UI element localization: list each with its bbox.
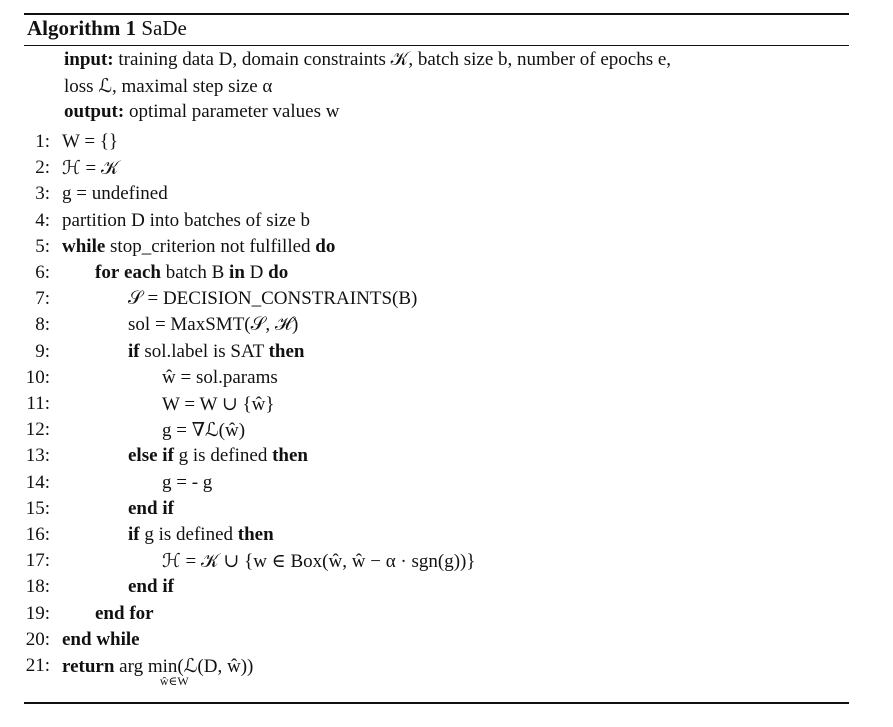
line-number: 4: (35, 209, 50, 231)
line-code: g = - g (162, 471, 213, 493)
line-code: W = {} (62, 131, 119, 152)
line-number: 1: (35, 131, 50, 152)
line-code: sol = MaxSMT(𝒮, ℋ) (128, 314, 299, 336)
top-rule (24, 13, 849, 15)
line-code: end if (128, 497, 174, 519)
line-code: ℋ = 𝒦 (62, 158, 119, 180)
line-number: 9: (35, 340, 50, 362)
line-code: while stop_criterion not fulfilled do (62, 235, 336, 257)
line-number: 10: (25, 366, 50, 388)
line-code: ŵ = sol.params (162, 366, 278, 388)
algorithm-title: Algorithm 1 SaDe (27, 16, 187, 41)
line-number: 19: (25, 602, 50, 624)
line-number: 21: (25, 655, 50, 676)
output-text: optimal parameter values w (128, 101, 340, 122)
line-number: 18: (25, 576, 50, 598)
line-code: else if g is defined then (128, 445, 308, 467)
line-number: 5: (35, 235, 50, 257)
line-number: 7: (35, 288, 50, 310)
line-code: end for (95, 602, 154, 624)
line-code: for each batch B in D do (95, 262, 289, 283)
input-text-2: loss ℒ, maximal step size α (64, 76, 273, 97)
algorithm-number: Algorithm 1 (27, 16, 137, 40)
line-code: W = W ∪ {ŵ} (162, 394, 275, 415)
argmin-subscript: ŵ∈W (159, 674, 189, 688)
line-number: 2: (35, 157, 50, 179)
line-number: 11: (26, 393, 50, 414)
input-line-1: input: training data D, domain constrain… (64, 49, 671, 71)
line-code: end while (62, 628, 140, 650)
output-line: output: optimal parameter values w (64, 101, 339, 123)
line-code: 𝒮 = DECISION_CONSTRAINTS(B) (128, 288, 418, 310)
line-code: if g is defined then (128, 524, 274, 545)
line-number: 12: (25, 419, 50, 441)
line-number: 16: (25, 524, 50, 545)
line-number: 17: (25, 550, 50, 572)
line-code: ℋ = 𝒦 ∪ {w ∈ Box(ŵ, ŵ − α · sgn(g))} (162, 551, 476, 573)
line-number: 6: (35, 262, 50, 283)
input-keyword: input: (64, 49, 114, 70)
output-keyword: output: (64, 101, 125, 122)
line-number: 15: (25, 497, 50, 519)
line-code: g = undefined (62, 183, 168, 205)
line-number: 14: (25, 471, 50, 493)
line-number: 3: (35, 183, 50, 205)
line-number: 8: (35, 314, 50, 336)
input-text-1: training data D, domain constraints 𝒦, b… (118, 49, 672, 70)
header-rule (24, 45, 849, 46)
line-number: 20: (25, 628, 50, 650)
bottom-rule (24, 702, 849, 704)
input-line-2: loss ℒ, maximal step size α (64, 75, 272, 98)
line-code: g = ∇ℒ(ŵ) (162, 420, 246, 442)
line-number: 13: (25, 445, 50, 467)
algorithm-name: SaDe (141, 16, 187, 40)
line-code: if sol.label is SAT then (128, 340, 305, 362)
line-code: return arg min(ℒ(D, ŵ∈W ŵ)) (62, 656, 254, 688)
argmin-operator: min(ℒ(D, ŵ∈W (147, 656, 223, 688)
line-code: partition D into batches of size b (62, 209, 311, 231)
line-code: end if (128, 576, 174, 598)
